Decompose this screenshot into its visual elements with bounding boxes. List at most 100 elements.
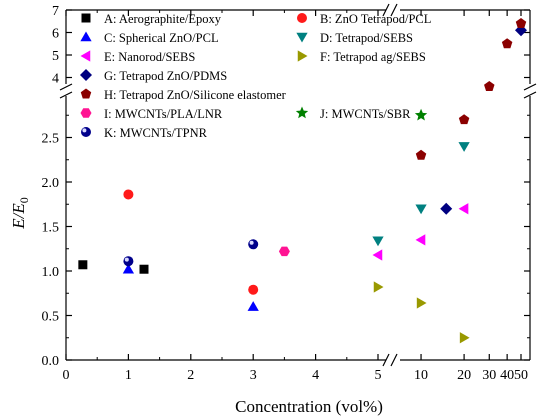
legend-marker (80, 69, 92, 81)
legend-item: G: Tetrapod ZnO/PDMS (80, 69, 227, 83)
y-tick-label: 4 (52, 72, 59, 87)
legend-item: D: Tetrapod/SEBS (296, 31, 413, 45)
legend-marker (296, 32, 308, 43)
legend: A: Aerographite/Epoxy B: ZnO Tetrapod/PCL… (80, 12, 431, 140)
series-j (414, 108, 428, 121)
y-axis-label-main: E/E (9, 203, 28, 230)
y-tick-label: 0.5 (42, 310, 60, 325)
legend-item: E: Nanorod/SEBS (80, 50, 195, 64)
x-tick-label: 50 (514, 368, 528, 383)
data-point (440, 202, 453, 215)
legend-marker (81, 13, 91, 23)
legend-label: E: Nanorod/SEBS (104, 50, 195, 64)
series-e (372, 203, 469, 261)
series-d (372, 142, 470, 247)
data-point-highlight (249, 240, 254, 245)
y-axis-label-sub: 0 (17, 197, 31, 203)
series-i (278, 246, 290, 257)
x-tick-label: 3 (250, 368, 257, 383)
series-a (78, 260, 149, 274)
legend-item: I: MWCNTs/PLA/LNR (80, 107, 223, 121)
axes (59, 3, 537, 367)
legend-label: H: Tetrapod ZnO/Silicone elastomer (104, 88, 287, 102)
legend-label: B: ZnO Tetrapod/PCL (320, 12, 431, 26)
data-point (414, 108, 428, 121)
data-point (278, 246, 290, 257)
legend-label: F: Tetrapod ag/SEBS (320, 50, 426, 64)
legend-marker (80, 31, 92, 42)
data-point (515, 18, 527, 28)
data-point (78, 260, 88, 270)
data-point (372, 249, 383, 261)
data-point (139, 264, 149, 274)
data-points (78, 18, 527, 344)
series-k (123, 239, 259, 267)
y-tick-label: 6 (52, 27, 59, 42)
legend-label: J: MWCNTs/SBR (320, 107, 411, 121)
data-point (123, 256, 134, 267)
y-axis-label: E/E0 (9, 197, 31, 230)
x-tick-label: 4 (312, 368, 319, 383)
legend-item: F: Tetrapod ag/SEBS (297, 50, 426, 64)
legend-label: D: Tetrapod/SEBS (320, 31, 413, 45)
data-point (123, 189, 134, 200)
legend-marker (297, 50, 308, 62)
data-point (372, 236, 384, 247)
legend-item: J: MWCNTs/SBR (295, 106, 411, 121)
legend-item: H: Tetrapod ZnO/Silicone elastomer (80, 88, 287, 102)
y-tick-label: 7 (52, 4, 59, 19)
data-point (415, 204, 427, 215)
x-tick-label: 0 (63, 368, 70, 383)
data-point (415, 149, 427, 160)
data-point (416, 297, 427, 309)
data-point (484, 81, 495, 91)
series-f (373, 281, 470, 344)
data-point (501, 38, 513, 49)
series-g (440, 24, 527, 215)
y-tick-label: 1.0 (42, 265, 60, 280)
legend-item: B: ZnO Tetrapod/PCL (297, 12, 431, 26)
legend-label: C: Spherical ZnO/PCL (104, 31, 219, 45)
y-tick-label: 5 (52, 49, 59, 64)
data-point (458, 114, 470, 125)
data-point (247, 301, 259, 311)
x-tick-label: 5 (375, 368, 382, 383)
data-point-highlight (124, 257, 129, 262)
legend-item: C: Spherical ZnO/PCL (80, 31, 219, 45)
legend-marker (80, 50, 91, 62)
legend-marker (295, 106, 309, 119)
y-tick-label: 2.0 (42, 176, 60, 191)
legend-label: K: MWCNTs/TPNR (104, 126, 208, 140)
x-tick-label: 40 (500, 368, 514, 383)
data-point (248, 284, 259, 295)
legend-label: I: MWCNTs/PLA/LNR (104, 107, 223, 121)
series-h (415, 18, 527, 160)
legend-marker-highlight (82, 128, 87, 133)
series-c (122, 263, 259, 311)
data-point (459, 332, 470, 344)
y-tick-label: 0.0 (42, 354, 60, 369)
data-point (122, 263, 135, 274)
x-tick-label: 30 (482, 368, 496, 383)
legend-label: G: Tetrapod ZnO/PDMS (104, 69, 227, 83)
x-axis-label: Concentration (vol%) (235, 397, 383, 416)
data-point (458, 142, 470, 152)
y-tick-label: 2.5 (42, 132, 60, 147)
x-tick-label: 1 (125, 368, 132, 383)
x-axis-ticks: 0 1 2 3 4 5 10 20 30 40 50 (63, 10, 528, 383)
x-tick-label: 20 (457, 368, 471, 383)
legend-marker (80, 88, 92, 99)
y-axis-ticks: 0.0 0.5 1.0 1.5 2.0 2.5 4 5 6 7 (42, 4, 530, 369)
x-tick-label: 10 (414, 368, 428, 383)
legend-item: K: MWCNTs/TPNR (81, 126, 208, 140)
legend-label: A: Aerographite/Epoxy (104, 12, 222, 26)
data-point (373, 281, 384, 293)
data-point (458, 203, 469, 215)
series-b (123, 189, 259, 295)
data-point (415, 234, 426, 246)
legend-marker (297, 13, 307, 23)
legend-marker (80, 108, 92, 118)
y-tick-label: 1.5 (42, 221, 60, 236)
x-tick-label: 2 (187, 368, 194, 383)
